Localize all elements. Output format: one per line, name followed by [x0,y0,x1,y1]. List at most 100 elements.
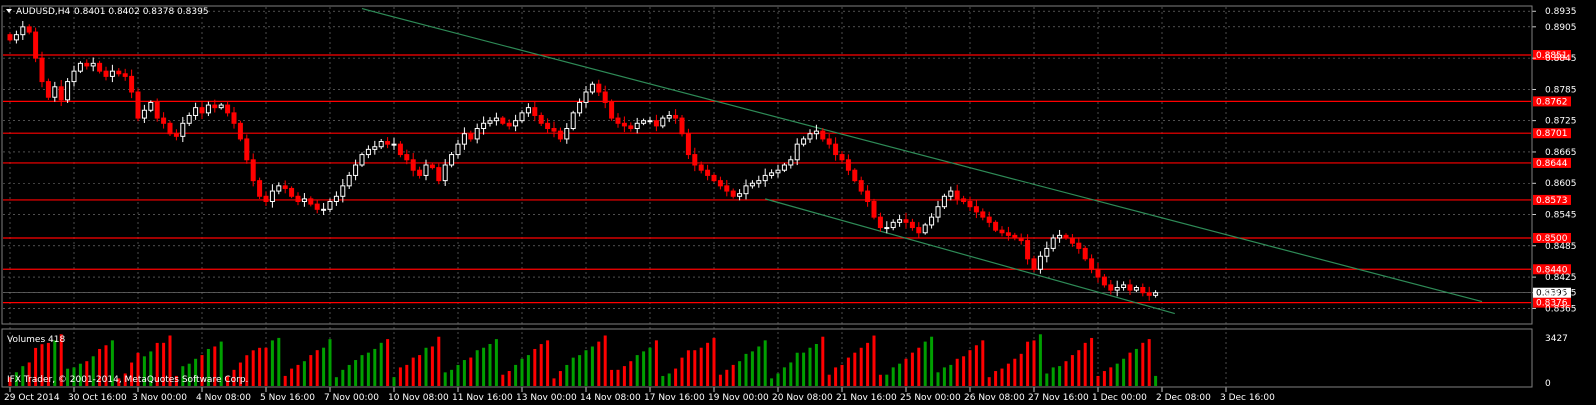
candle-body [922,224,928,234]
candle-body [564,128,570,140]
candle-body [756,180,762,184]
trend-channel[interactable] [361,8,1483,315]
candle-body [647,120,653,123]
candle-body [1025,240,1031,260]
candle-body [391,143,397,146]
candle-body [833,143,839,156]
candle-body [673,114,679,119]
candle-body [205,104,211,114]
candle-body [596,83,602,93]
candle-body [807,133,813,140]
candle-body [1095,268,1101,278]
candle-body [858,180,864,192]
candle-body [666,114,672,119]
candle-body [20,26,26,36]
candle-body [941,195,947,208]
candle-body [116,70,122,75]
candlestick-series [7,20,1159,301]
candle-body [237,122,243,140]
collapse-triangle-icon[interactable] [6,9,12,13]
level-price-tag [1533,50,1571,61]
candle-body [365,148,371,156]
candle-body [199,107,205,114]
candle-body [1031,258,1037,270]
x-tick-label: 11 Nov 16:00 [452,393,513,403]
candle-body [839,154,845,161]
candle-body [653,120,659,127]
candle-body [1101,276,1107,286]
current-price-label: 0.8395 [1536,289,1568,299]
candle-body [129,75,135,93]
candle-body [333,195,339,202]
candle-body [225,104,231,114]
candle-body [282,185,288,189]
channel-line[interactable] [361,8,1483,303]
candle-body [845,159,851,171]
candle-body [1076,242,1082,249]
candle-body [1050,237,1056,249]
candle-body [141,109,147,119]
candle-body [404,154,410,161]
candle-body [692,154,698,166]
candle-body [538,114,544,124]
candle-body [493,117,499,122]
candle-body [417,169,423,176]
candle-body [724,185,730,192]
y-tick-label: 0.8905 [1545,23,1577,33]
candle-body [13,34,19,41]
level-price-label: 0.8500 [1536,234,1568,244]
candle-body [1146,292,1152,296]
channel-line[interactable] [765,198,1175,315]
y-tick-label: 0.8365 [1545,304,1577,314]
candle-body [461,133,467,145]
candle-body [97,62,103,72]
candle-body [794,143,800,161]
candle-body [1082,247,1088,260]
candle-body [167,122,173,135]
candle-body [532,107,538,116]
x-tick-label: 17 Nov 16:00 [644,393,705,403]
x-tick-label: 7 Nov 00:00 [324,393,379,403]
level-price-tag [1533,194,1571,205]
candle-body [436,167,442,182]
current-price-tag [1533,287,1571,298]
candle-body [801,138,807,145]
candle-body [781,164,787,171]
y-tick-label: 0.8725 [1545,117,1577,127]
level-price-label: 0.8573 [1536,196,1568,206]
y-tick-label: 0.8665 [1545,148,1577,158]
volume-panel-frame [1,328,1533,388]
candle-body [897,219,903,223]
candle-body [135,91,141,119]
level-price-label: 0.8851 [1536,51,1568,61]
x-tick-label: 2 Dec 08:00 [1156,393,1211,403]
candle-body [423,164,429,176]
candle-body [52,86,58,98]
candle-body [481,122,487,130]
candle-body [308,198,314,205]
watermark: IFX Trader, © 2001-2014, MetaQuotes Soft… [7,375,248,385]
symbol-label: AUDUSD,H4 [16,7,71,17]
y-tick-label: 0.8395 [1545,289,1577,299]
price-grid [3,7,1531,386]
candle-body [1121,284,1127,289]
candle-body [1069,237,1075,244]
x-tick-label: 21 Nov 16:00 [836,393,897,403]
candle-body [1127,284,1133,291]
candle-body [634,122,640,130]
candle-body [327,200,333,210]
candle-body [455,143,461,156]
candle-body [340,185,346,197]
level-price-tag [1533,96,1571,107]
candle-body [77,62,83,72]
candle-body [26,26,32,33]
candle-body [257,180,263,197]
candle-body [948,190,954,197]
candle-body [314,203,320,210]
volume-label: Volumes 418 [7,335,65,345]
candle-body [826,138,832,145]
candle-body [525,107,531,114]
candle-body [1153,292,1159,296]
